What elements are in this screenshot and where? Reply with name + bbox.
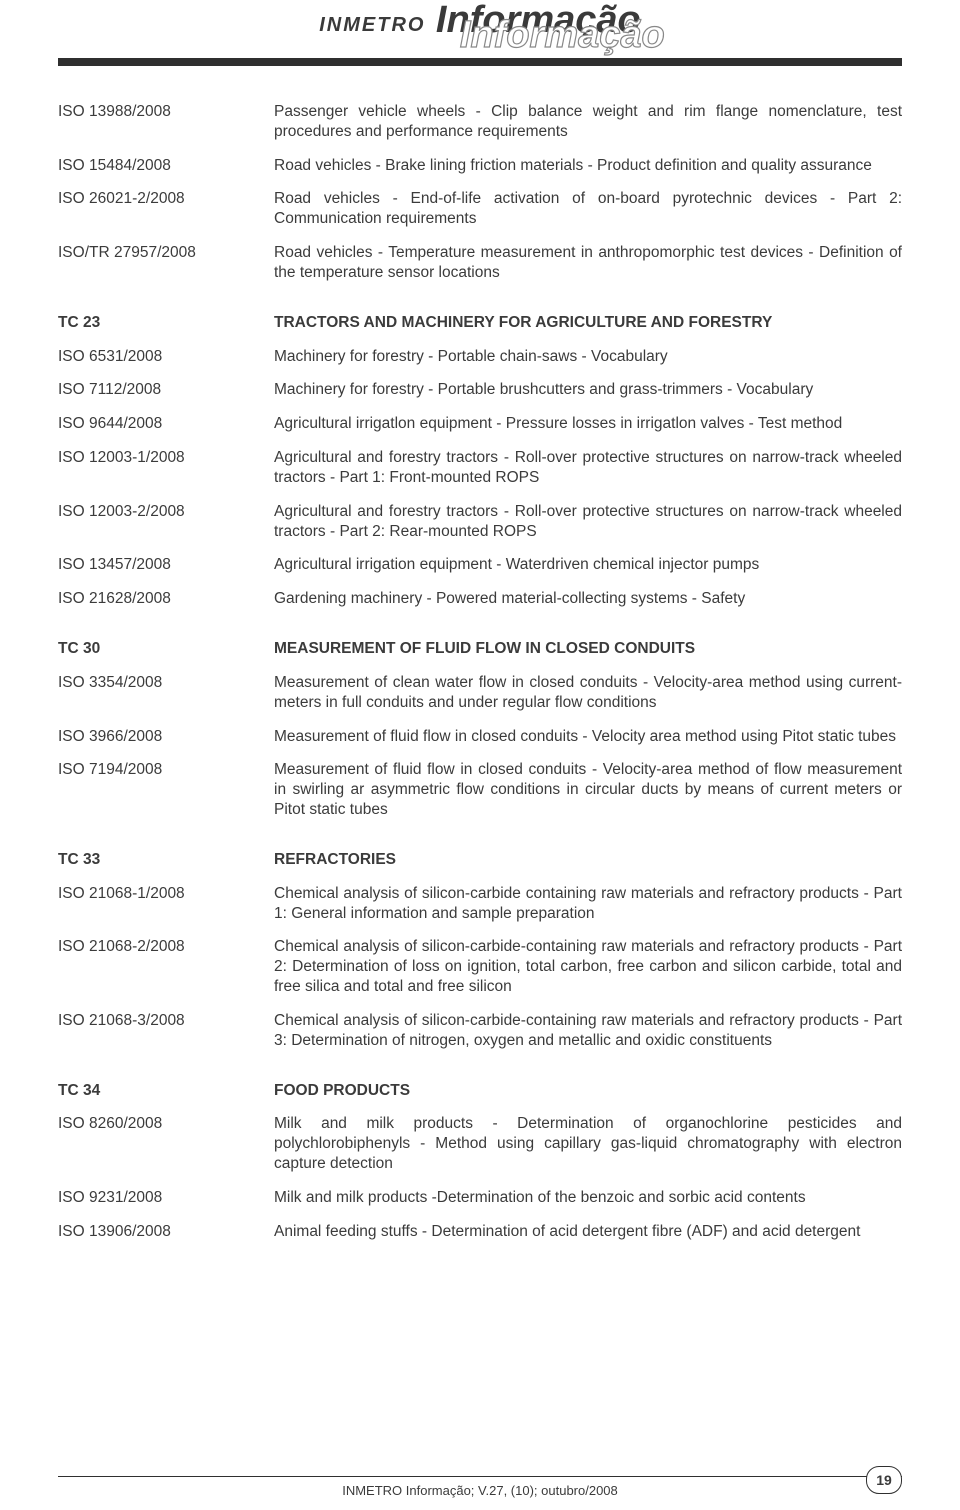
section-heading: TC 23TRACTORS AND MACHINERY FOR AGRICULT…	[58, 313, 902, 333]
standard-desc: Road vehicles - Temperature measurement …	[274, 243, 902, 283]
section-heading: TC 34FOOD PRODUCTS	[58, 1081, 902, 1101]
standard-row: ISO 15484/2008Road vehicles - Brake lini…	[58, 156, 902, 176]
header-rule	[58, 58, 902, 66]
standard-row: ISO 7194/2008Measurement of fluid flow i…	[58, 760, 902, 819]
standard-desc: Agricultural and forestry tractors - Rol…	[274, 448, 902, 488]
footer-text: INMETRO Informação; V.27, (10); outubro/…	[58, 1483, 902, 1498]
standard-code: ISO 13988/2008	[58, 102, 274, 122]
section-heading-desc: REFRACTORIES	[274, 850, 902, 870]
standard-desc: Measurement of fluid flow in closed cond…	[274, 727, 902, 747]
standard-desc: Machinery for forestry - Portable brushc…	[274, 380, 902, 400]
brand-stack: Informação Informação	[436, 6, 641, 63]
section-heading: TC 33REFRACTORIES	[58, 850, 902, 870]
standard-code: ISO 7112/2008	[58, 380, 274, 400]
standard-code: ISO 12003-2/2008	[58, 502, 274, 522]
standard-row: ISO 12003-2/2008Agricultural and forestr…	[58, 502, 902, 542]
standard-code: ISO 13457/2008	[58, 555, 274, 575]
standard-desc: Milk and milk products - Determination o…	[274, 1114, 902, 1173]
standard-code: ISO 21068-3/2008	[58, 1011, 274, 1031]
section-heading-code: TC 33	[58, 850, 274, 870]
standard-row: ISO 7112/2008Machinery for forestry - Po…	[58, 380, 902, 400]
brand-left: INMETRO	[319, 15, 425, 35]
standard-desc: Animal feeding stuffs - Determination of…	[274, 1222, 902, 1242]
section-heading: TC 30MEASUREMENT OF FLUID FLOW IN CLOSED…	[58, 639, 902, 659]
standard-desc: Road vehicles - Brake lining friction ma…	[274, 156, 902, 176]
standard-row: ISO 21068-2/2008Chemical analysis of sil…	[58, 937, 902, 996]
section-heading-desc: TRACTORS AND MACHINERY FOR AGRICULTURE A…	[274, 313, 902, 333]
section-heading-code: TC 34	[58, 1081, 274, 1101]
standard-code: ISO 3966/2008	[58, 727, 274, 747]
standard-row: ISO 9231/2008Milk and milk products -Det…	[58, 1188, 902, 1208]
section-heading-desc: MEASUREMENT OF FLUID FLOW IN CLOSED COND…	[274, 639, 902, 659]
brand-shadow: Informação	[460, 21, 665, 50]
standard-code: ISO/TR 27957/2008	[58, 243, 274, 263]
standard-row: ISO/TR 27957/2008Road vehicles - Tempera…	[58, 243, 902, 283]
standard-row: ISO 26021-2/2008Road vehicles - End-of-l…	[58, 189, 902, 229]
standard-row: ISO 21068-3/2008Chemical analysis of sil…	[58, 1011, 902, 1051]
standard-desc: Agricultural and forestry tractors - Rol…	[274, 502, 902, 542]
standard-desc: Road vehicles - End-of-life activation o…	[274, 189, 902, 229]
page-number: 19	[866, 1466, 902, 1494]
page: INMETRO Informação Informação ISO 13988/…	[0, 0, 960, 1510]
standard-row: ISO 8260/2008Milk and milk products - De…	[58, 1114, 902, 1173]
standard-code: ISO 26021-2/2008	[58, 189, 274, 209]
standard-row: ISO 12003-1/2008Agricultural and forestr…	[58, 448, 902, 488]
standard-code: ISO 15484/2008	[58, 156, 274, 176]
standard-code: ISO 7194/2008	[58, 760, 274, 780]
section-heading-code: TC 30	[58, 639, 274, 659]
standard-row: ISO 13906/2008Animal feeding stuffs - De…	[58, 1222, 902, 1242]
section-heading-desc: FOOD PRODUCTS	[274, 1081, 902, 1101]
standard-row: ISO 9644/2008Agricultural irrigatlon equ…	[58, 414, 902, 434]
standard-row: ISO 3966/2008Measurement of fluid flow i…	[58, 727, 902, 747]
standard-row: ISO 6531/2008Machinery for forestry - Po…	[58, 347, 902, 367]
standard-desc: Measurement of fluid flow in closed cond…	[274, 760, 902, 819]
footer-rule	[58, 1476, 902, 1478]
standard-row: ISO 21068-1/2008Chemical analysis of sil…	[58, 884, 902, 924]
content: ISO 13988/2008Passenger vehicle wheels -…	[58, 82, 902, 1301]
standard-code: ISO 13906/2008	[58, 1222, 274, 1242]
standard-code: ISO 6531/2008	[58, 347, 274, 367]
section-heading-code: TC 23	[58, 313, 274, 333]
standard-row: ISO 21628/2008Gardening machinery - Powe…	[58, 589, 902, 609]
standard-row: ISO 13457/2008Agricultural irrigation eq…	[58, 555, 902, 575]
standard-code: ISO 12003-1/2008	[58, 448, 274, 468]
standard-code: ISO 9644/2008	[58, 414, 274, 434]
standard-desc: Chemical analysis of silicon-carbide con…	[274, 884, 902, 924]
standard-row: ISO 13988/2008Passenger vehicle wheels -…	[58, 102, 902, 142]
standard-desc: Agricultural irrigation equipment - Wate…	[274, 555, 902, 575]
standard-code: ISO 3354/2008	[58, 673, 274, 693]
standard-row: ISO 3354/2008Measurement of clean water …	[58, 673, 902, 713]
standard-code: ISO 8260/2008	[58, 1114, 274, 1134]
standard-desc: Machinery for forestry - Portable chain-…	[274, 347, 902, 367]
page-header: INMETRO Informação Informação	[58, 0, 902, 82]
standard-desc: Measurement of clean water flow in close…	[274, 673, 902, 713]
standard-desc: Chemical analysis of silicon-carbide-con…	[274, 1011, 902, 1051]
standard-code: ISO 21628/2008	[58, 589, 274, 609]
header-title: INMETRO Informação Informação	[58, 6, 902, 65]
page-footer: 19 INMETRO Informação; V.27, (10); outub…	[58, 1476, 902, 1499]
standard-code: ISO 21068-2/2008	[58, 937, 274, 957]
standard-code: ISO 9231/2008	[58, 1188, 274, 1208]
standard-desc: Agricultural irrigatlon equipment - Pres…	[274, 414, 902, 434]
standard-desc: Passenger vehicle wheels - Clip balance …	[274, 102, 902, 142]
standard-code: ISO 21068-1/2008	[58, 884, 274, 904]
standard-desc: Chemical analysis of silicon-carbide-con…	[274, 937, 902, 996]
standard-desc: Gardening machinery - Powered material-c…	[274, 589, 902, 609]
standard-desc: Milk and milk products -Determination of…	[274, 1188, 902, 1208]
